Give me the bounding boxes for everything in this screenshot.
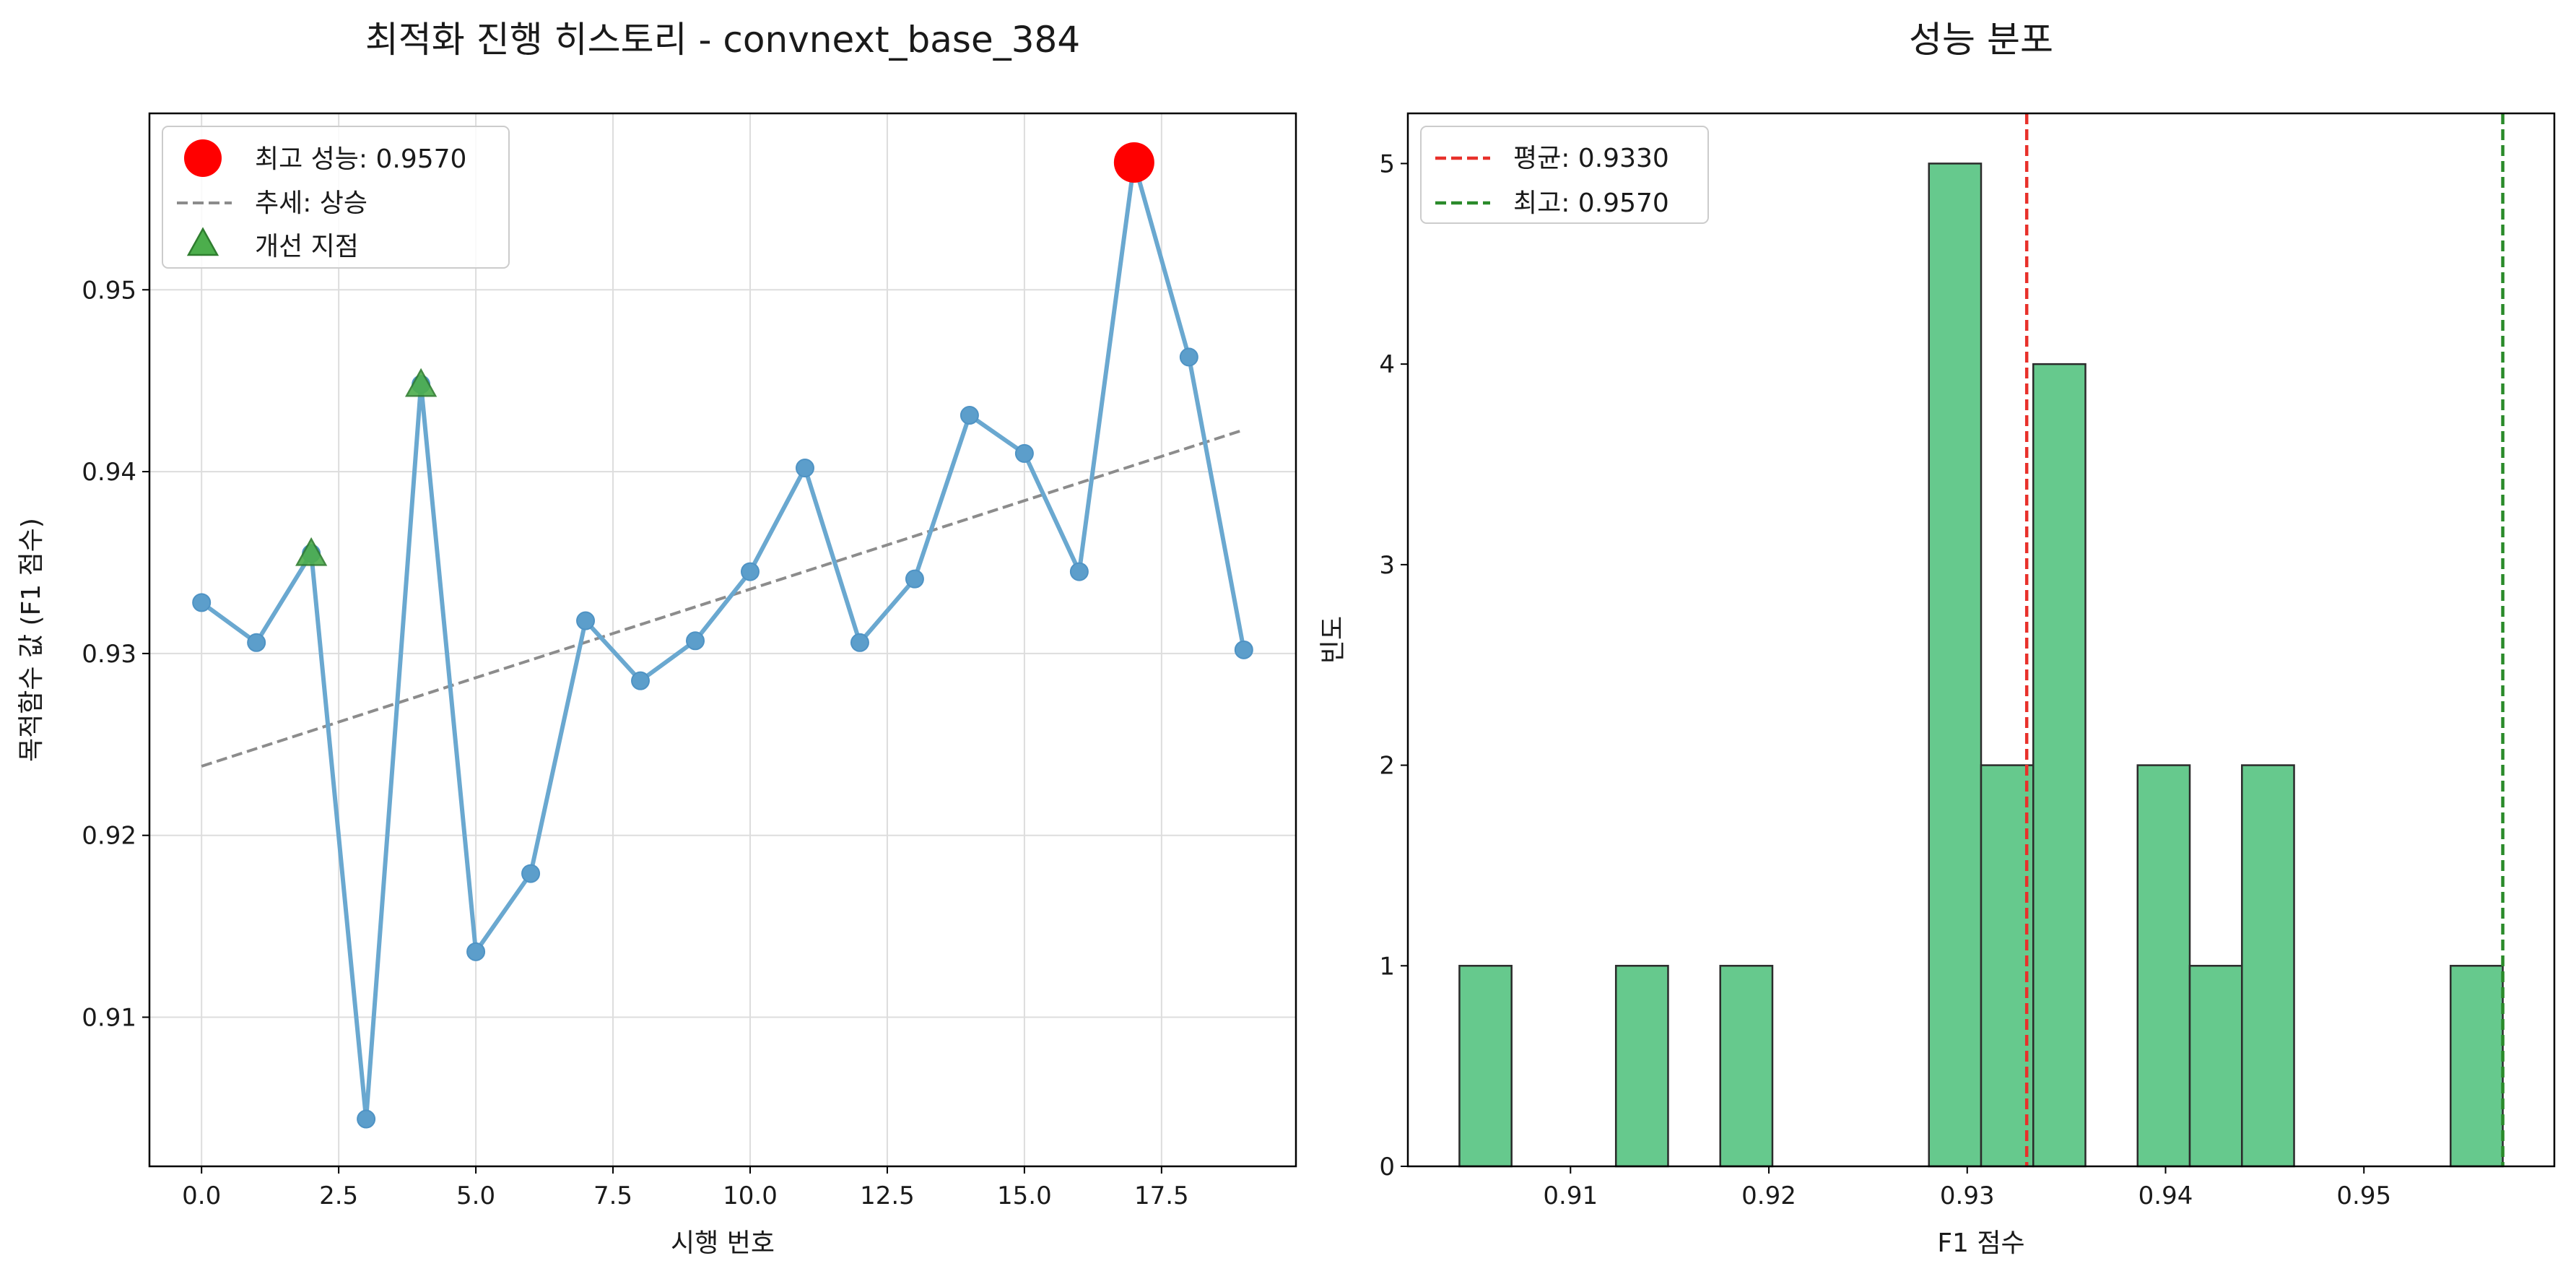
best-point (1114, 142, 1154, 183)
trial-point (248, 634, 265, 651)
histogram-bar (1616, 966, 1668, 1166)
trial-point (193, 594, 210, 611)
left-x-axis-label: 시행 번호 (671, 1228, 775, 1258)
x-tick-label: 10.0 (723, 1182, 778, 1210)
y-tick-label: 0.95 (82, 276, 136, 305)
right-x-axis-label: F1 점수 (1937, 1228, 2024, 1258)
right-x-ticks: 0.91 0.92 0.93 0.94 0.95 (1543, 1166, 2391, 1210)
right-chart-title: 성능 분포 (1909, 19, 2053, 61)
legend-best-label: 최고 성능: 0.9570 (255, 144, 466, 174)
histogram-bar (2242, 766, 2294, 1166)
trial-point (577, 612, 594, 630)
legend-improvement-label: 개선 지점 (255, 232, 359, 261)
y-tick-label: 0.91 (82, 1004, 136, 1033)
histogram-bar (2450, 966, 2502, 1166)
right-legend: 평균: 0.9330 최고: 0.9570 (1421, 126, 1708, 223)
trial-point (1235, 641, 1253, 659)
f1-history-line (201, 162, 1244, 1119)
x-tick-label: 12.5 (860, 1182, 915, 1210)
trial-point (1071, 563, 1088, 581)
y-tick-label: 0.93 (82, 640, 136, 669)
histogram-bar (2033, 364, 2085, 1166)
left-y-axis-label: 목적함수 값 (F1 점수) (17, 518, 46, 762)
x-tick-label: 5.0 (456, 1182, 495, 1210)
trial-point (687, 632, 704, 649)
histogram-bar (1720, 966, 1772, 1166)
left-y-ticks: 0.91 0.92 0.93 0.94 0.95 (82, 276, 149, 1032)
histogram-bar (2138, 766, 2190, 1166)
trial-point (741, 563, 759, 581)
left-chart-title: 최적화 진행 히스토리 - convnext_base_384 (365, 19, 1080, 61)
y-tick-label: 3 (1379, 551, 1395, 580)
legend-best-label: 최고: 0.9570 (1513, 188, 1669, 218)
trial-point (1180, 348, 1198, 365)
improvement-marker (297, 539, 326, 565)
trial-point (906, 571, 923, 588)
trial-point (632, 672, 649, 690)
trend-line (201, 430, 1244, 766)
histogram-bars (1459, 163, 2502, 1166)
x-tick-label: 0.94 (2138, 1182, 2193, 1210)
trial-point (1016, 445, 1033, 462)
x-tick-label: 15.0 (997, 1182, 1052, 1210)
best-point-marker (1114, 142, 1154, 183)
trial-point (961, 407, 978, 424)
x-tick-label: 7.5 (593, 1182, 632, 1210)
histogram-bar (1459, 966, 1511, 1166)
right-y-axis-label: 빈도 (1318, 616, 1348, 664)
y-tick-label: 4 (1379, 350, 1395, 379)
legend-best-marker (184, 139, 222, 177)
trial-point (851, 634, 869, 651)
x-tick-label: 17.5 (1134, 1182, 1189, 1210)
improvement-marker (406, 370, 435, 396)
legend-mean-label: 평균: 0.9330 (1513, 144, 1669, 173)
legend-trend-label: 추세: 상승 (255, 188, 367, 218)
left-chart: 최적화 진행 히스토리 - convnext_base_384 0.0 2.5 5.… (17, 19, 1296, 1258)
histogram-bar (2190, 966, 2242, 1166)
trend-segment (201, 430, 1244, 766)
histogram-bar (1929, 163, 1981, 1166)
x-tick-label: 2.5 (319, 1182, 358, 1210)
y-tick-label: 1 (1379, 952, 1395, 981)
x-tick-label: 0.0 (182, 1182, 221, 1210)
x-tick-label: 0.91 (1543, 1182, 1598, 1210)
y-tick-label: 0 (1379, 1153, 1395, 1182)
x-tick-label: 0.95 (2336, 1182, 2391, 1210)
y-tick-label: 0.92 (82, 822, 136, 851)
y-tick-label: 2 (1379, 752, 1395, 781)
trial-point (796, 459, 814, 477)
f1-polyline (201, 162, 1244, 1119)
left-x-ticks: 0.0 2.5 5.0 7.5 10.0 12.5 15.0 17.5 (182, 1166, 1189, 1210)
trial-point (357, 1111, 375, 1128)
y-tick-label: 5 (1379, 149, 1395, 178)
y-tick-label: 0.94 (82, 458, 136, 487)
x-tick-label: 0.92 (1741, 1182, 1796, 1210)
right-y-ticks: 0 1 2 3 4 5 (1379, 149, 1408, 1182)
trial-point (522, 865, 539, 883)
x-tick-label: 0.93 (1940, 1182, 1995, 1210)
trial-point (467, 943, 484, 961)
